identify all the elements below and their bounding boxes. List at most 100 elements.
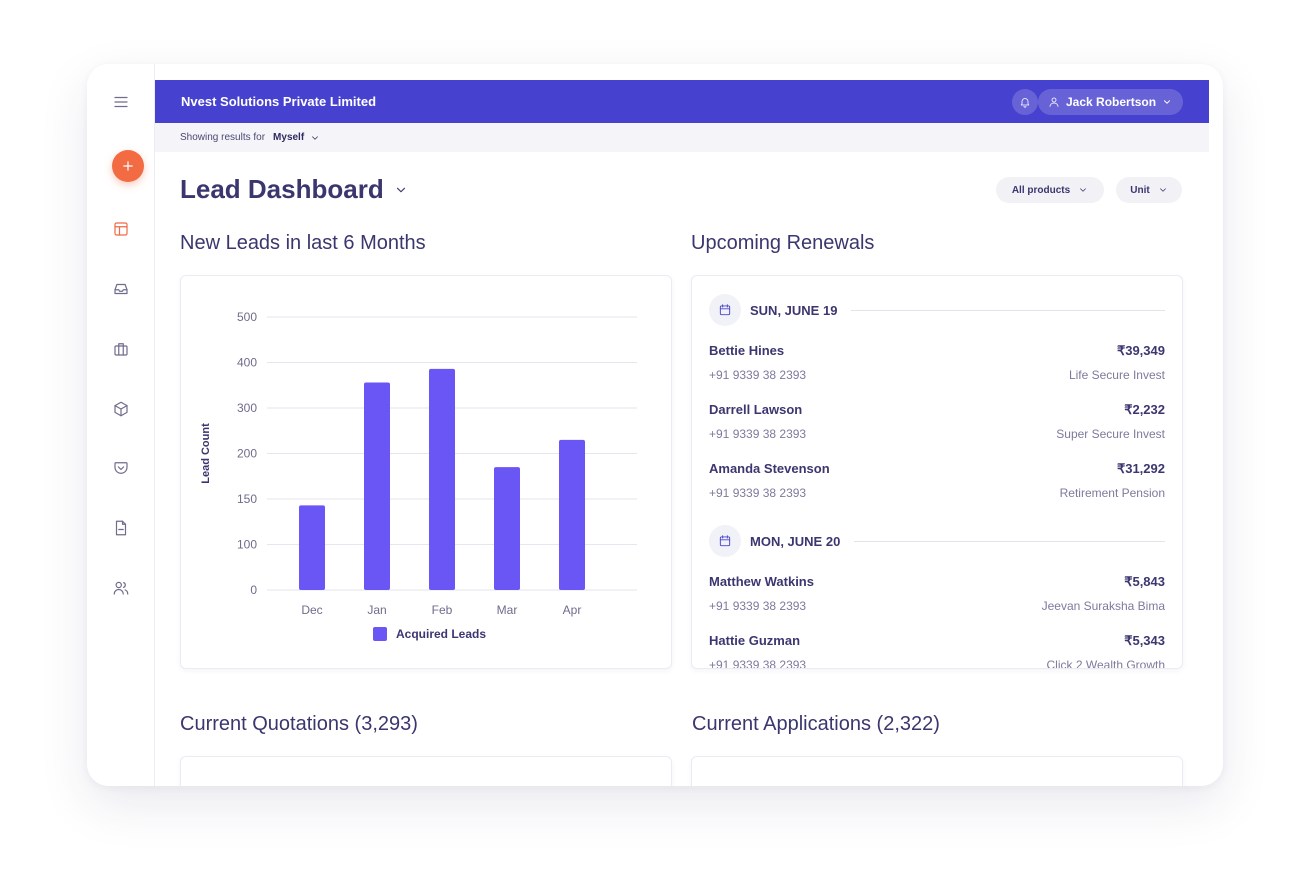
renewals-card: SUN, JUNE 19 Bettie Hines ₹39,349 +91 9339 … [691,275,1183,669]
y-tick-label: 200 [237,447,257,461]
page-title[interactable]: Lead Dashboard [180,174,408,205]
results-filter-value: Myself [273,132,305,143]
chevron-down-icon [312,135,319,140]
unit-filter[interactable]: Unit [1116,177,1182,203]
new-leads-card: 0 100 150 200 300 400 500 Lead Count Dec Jan Feb Ma… [180,275,672,669]
renewal-item[interactable]: Amanda Stevenson ₹31,292 +91 9339 38 2393 R… [709,461,1165,511]
bar [299,505,325,590]
x-tick-label: Dec [301,603,322,617]
renewal-item[interactable]: Bettie Hines ₹39,349 +91 9339 38 2393 Life … [709,343,1165,393]
sidebar-item-pocket[interactable] [111,458,131,478]
renewal-customer-name: Hattie Guzman [709,633,801,648]
box-icon [114,401,128,417]
renewal-amount: ₹5,343 [1124,633,1165,648]
sidebar-item-users[interactable] [111,578,131,598]
y-tick-label: 0 [250,583,257,597]
renewal-customer-name: Bettie Hines [709,343,785,358]
user-icon [1049,97,1059,107]
renewal-product: Life Secure Invest [1068,368,1165,382]
notifications-button[interactable] [1012,89,1038,115]
products-filter-label: All products [1011,184,1071,196]
bar [494,467,520,590]
quotations-card [180,756,672,786]
sidebar-item-products[interactable] [111,399,131,419]
renewal-amount: ₹31,292 [1116,461,1165,476]
divider [851,309,1165,311]
y-tick-label: 500 [237,310,257,324]
renewal-item[interactable]: Matthew Watkins ₹5,843 +91 9339 38 2393 Jee… [709,574,1165,624]
renewals-list[interactable]: SUN, JUNE 19 Bettie Hines ₹39,349 +91 9339 … [692,276,1182,668]
renewal-customer-name: Matthew Watkins [709,574,814,589]
renewal-product: Jeevan Suraksha Bima [1041,599,1165,613]
page-title-text: Lead Dashboard [180,174,384,204]
renewal-item[interactable]: Hattie Guzman ₹5,343 +91 9339 38 2393 Click… [709,633,1165,668]
applications-card [691,756,1183,786]
chevron-down-icon [1164,100,1170,104]
pocket-icon [114,462,128,474]
bar [559,439,585,590]
renewal-phone: +91 9339 38 2393 [709,658,807,668]
y-tick-label: 300 [237,401,257,415]
quotations-title: Current Quotations (3,293) [180,713,418,735]
renewal-date-header: SUN, JUNE 19 [709,293,1165,327]
renewal-amount: ₹5,843 [1124,574,1165,589]
chevron-down-icon [396,187,405,192]
applications-title: Current Applications (2,322) [692,713,940,735]
chevron-down-icon [1080,188,1087,192]
renewal-customer-name: Darrell Lawson [709,402,803,417]
inbox-icon [114,283,128,295]
x-tick-label: Feb [432,603,453,617]
renewal-item[interactable]: Darrell Lawson ₹2,232 +91 9339 38 2393 Supe… [709,402,1165,452]
sidebar-item-briefcase[interactable] [111,339,131,359]
renewals-title: Upcoming Renewals [691,232,875,254]
sidebar [87,64,155,786]
calendar-icon [709,525,741,557]
x-tick-label: Apr [563,603,582,617]
renewal-customer-name: Amanda Stevenson [709,461,830,476]
results-filter-bar: Showing results for Myself [155,123,1209,152]
add-button[interactable] [112,150,144,182]
user-menu[interactable]: Jack Robertson [1038,89,1183,115]
renewal-amount: ₹39,349 [1116,343,1165,358]
briefcase-icon [114,343,128,356]
results-filter-select[interactable]: Myself [273,132,320,143]
x-tick-label: Jan [367,603,386,617]
renewal-product: Click 2 Wealth Growth [1046,658,1165,668]
user-name: Jack Robertson [1066,95,1157,109]
app-window: Nvest Solutions Private Limited Jack Rob… [87,64,1223,786]
top-bar: Nvest Solutions Private Limited Jack Rob… [155,80,1209,123]
bar [429,368,455,590]
unit-filter-label: Unit [1130,184,1150,196]
renewal-product: Super Secure Invest [1056,427,1165,441]
bar [364,382,390,590]
renewal-phone: +91 9339 38 2393 [709,486,807,500]
divider [854,540,1165,542]
products-filter[interactable]: All products [996,177,1104,203]
sidebar-item-inbox[interactable] [111,279,131,299]
legend-swatch [373,627,387,641]
chevron-down-icon [1159,188,1166,192]
y-axis-label: Lead Count [200,423,212,484]
calendar-icon [709,294,741,326]
x-tick-label: Mar [497,603,518,617]
renewal-date: SUN, JUNE 19 [750,302,838,318]
legend-label: Acquired Leads [396,627,486,641]
renewal-phone: +91 9339 38 2393 [709,368,807,382]
sidebar-item-documents[interactable] [111,518,131,538]
document-icon [115,520,127,536]
plus-icon [123,161,133,171]
company-name: Nvest Solutions Private Limited [181,94,377,109]
bell-icon [1020,98,1030,108]
y-tick-label: 100 [237,538,257,552]
results-filter-label: Showing results for [180,132,266,143]
renewal-date: MON, JUNE 20 [750,533,841,549]
renewal-date-header: MON, JUNE 20 [709,524,1165,558]
new-leads-title: New Leads in last 6 Months [180,232,426,254]
sidebar-item-dashboard[interactable] [111,219,131,239]
y-tick-label: 400 [237,356,257,370]
renewal-product: Retirement Pension [1059,486,1165,500]
new-leads-chart: 0 100 150 200 300 400 500 Lead Count Dec Jan Feb Ma… [200,310,637,641]
users-icon [113,581,129,595]
y-tick-label: 150 [237,492,257,506]
menu-icon[interactable] [111,92,131,112]
